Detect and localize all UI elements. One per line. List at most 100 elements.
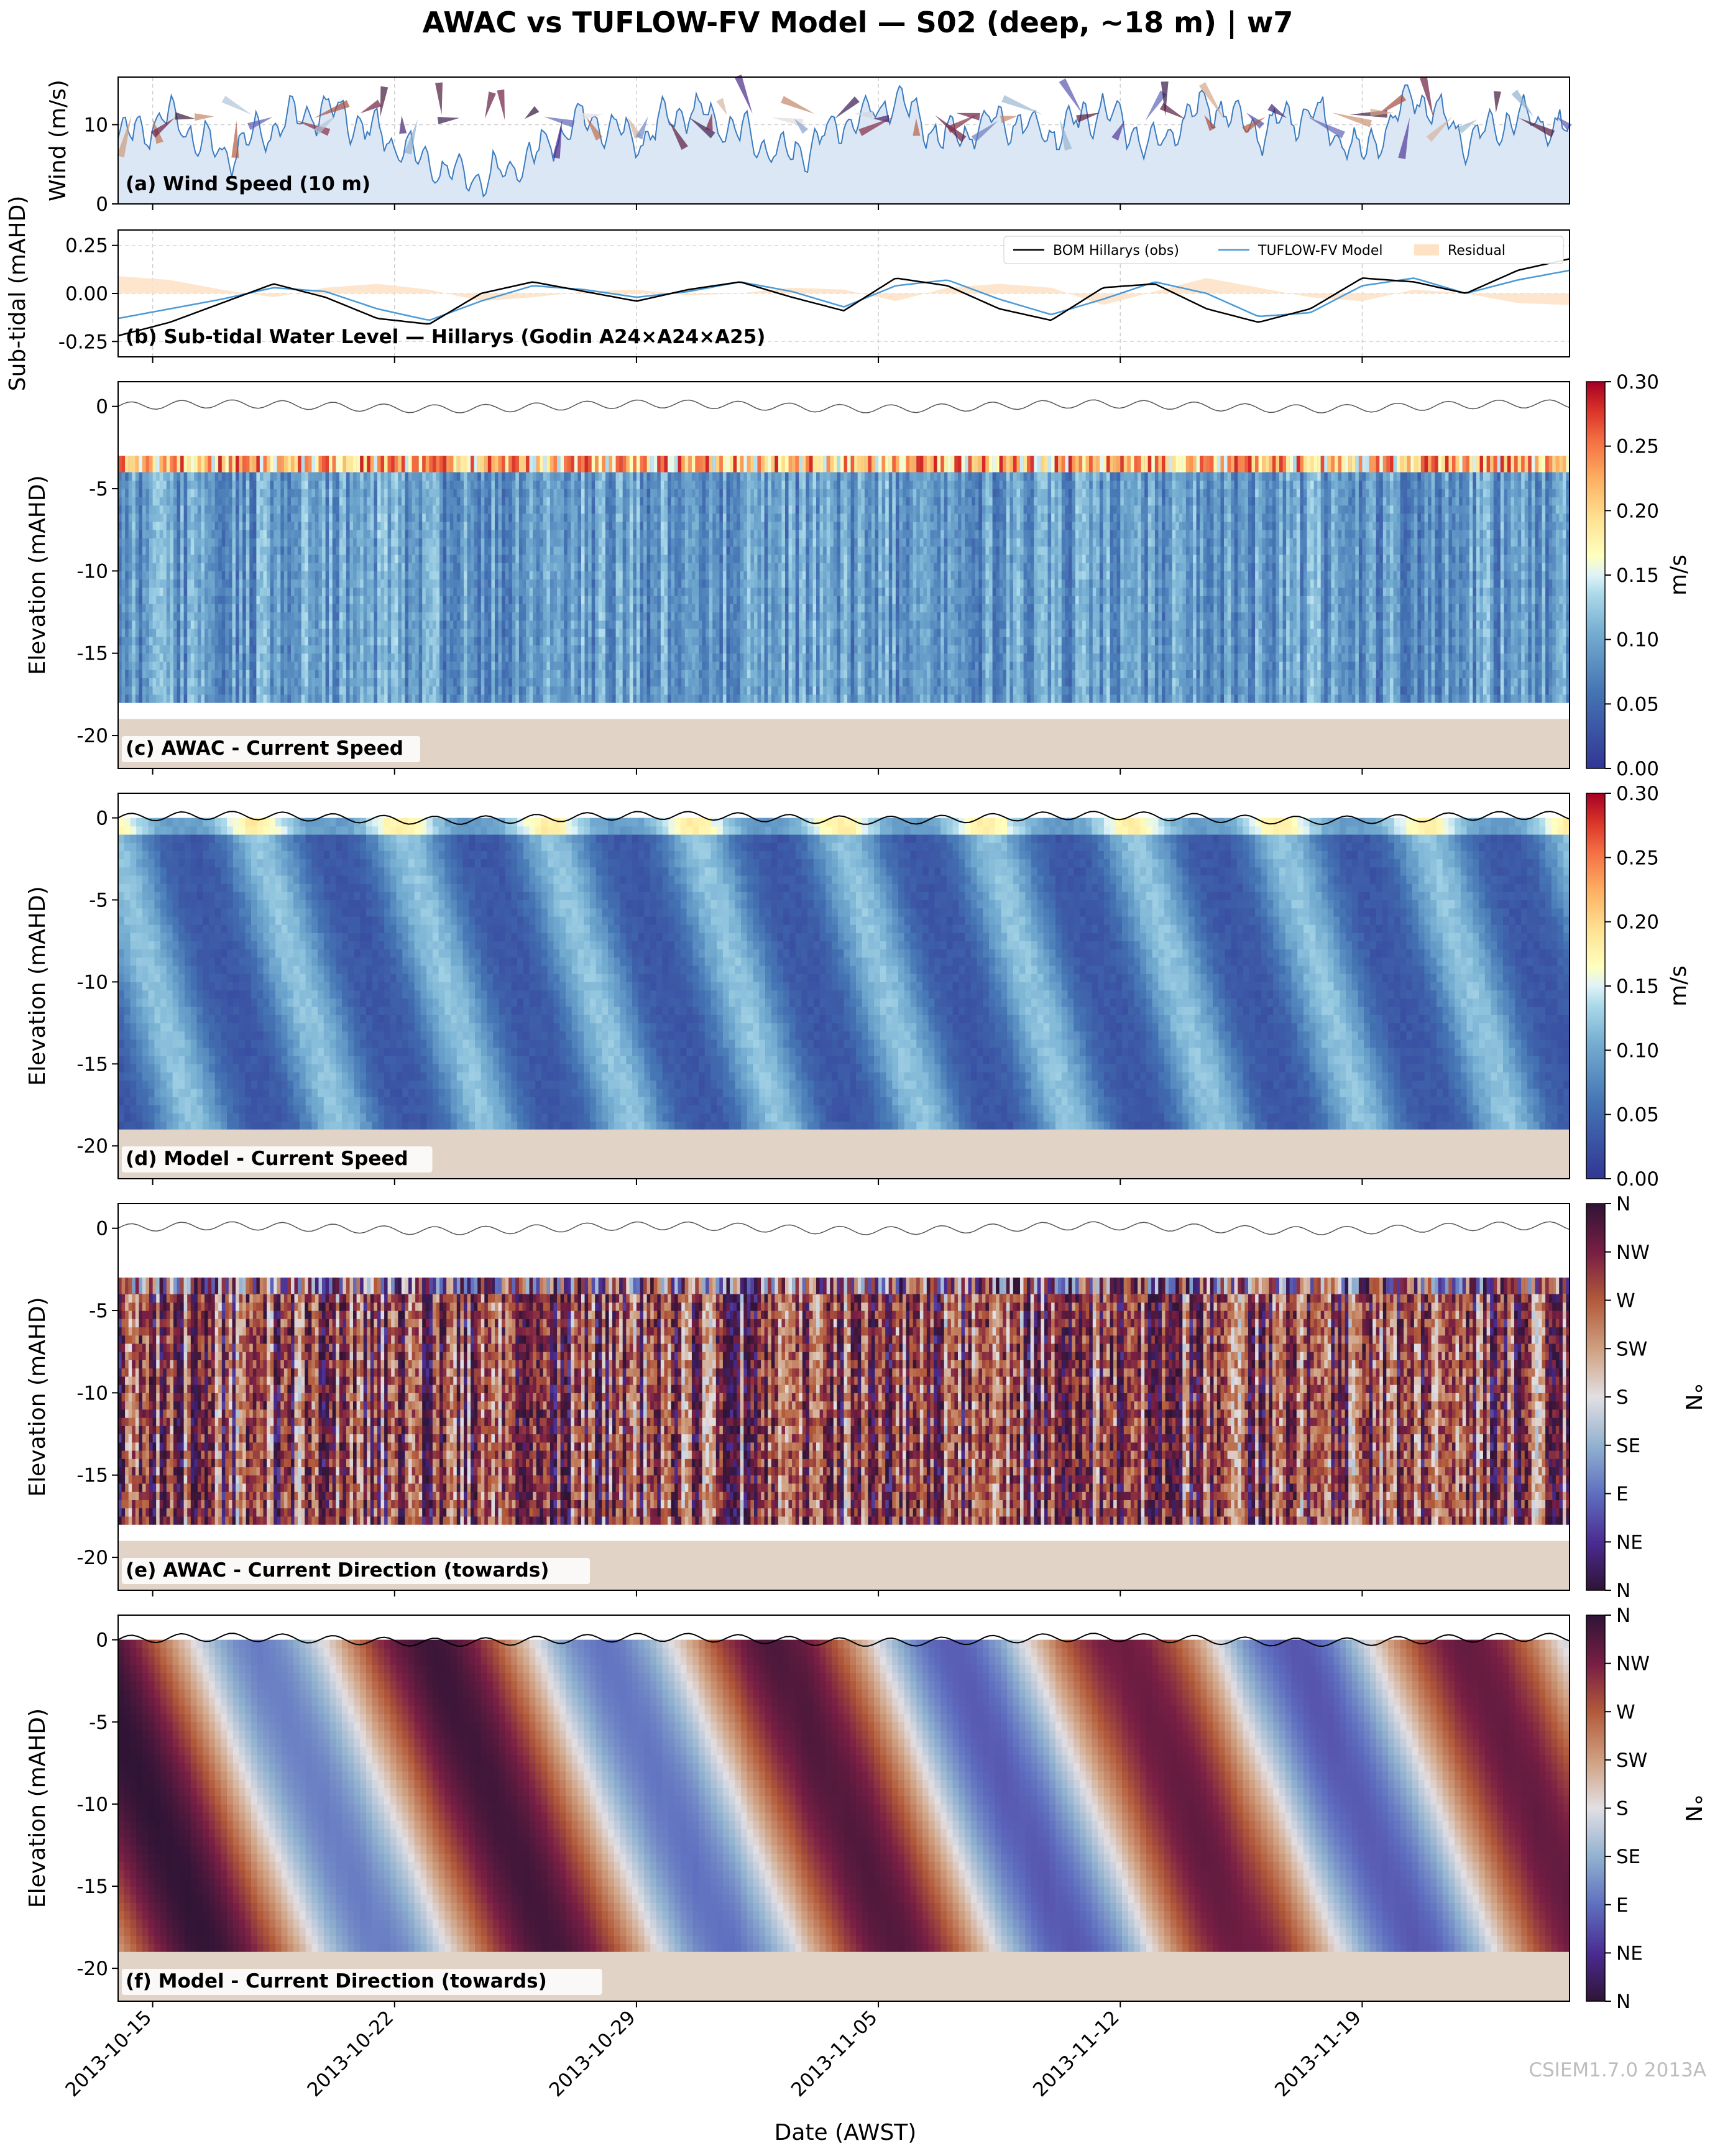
heatmap-cell	[333, 670, 336, 678]
heatmap-cell	[201, 497, 205, 505]
heatmap-cell	[402, 522, 405, 530]
heatmap-cell	[267, 571, 270, 579]
heatmap-cell	[146, 530, 150, 538]
heatmap-cell	[412, 530, 416, 538]
heatmap-cell	[357, 637, 361, 645]
heatmap-cell	[319, 514, 323, 522]
heatmap-cell	[446, 604, 450, 612]
heatmap-cell	[146, 579, 150, 588]
heatmap-cell	[343, 694, 346, 703]
heatmap-cell	[167, 670, 170, 678]
heatmap-cell	[222, 612, 226, 621]
heatmap-cell	[284, 505, 288, 514]
heatmap-cell	[443, 563, 447, 571]
heatmap-cell	[260, 686, 264, 695]
heatmap-cell	[339, 587, 343, 596]
heatmap-cell	[474, 456, 478, 472]
heatmap-cell	[346, 579, 350, 588]
heatmap-cell	[264, 653, 267, 662]
heatmap-cell	[353, 505, 357, 514]
heatmap-cell	[167, 661, 170, 670]
heatmap-cell	[381, 546, 385, 555]
heatmap-cell	[364, 456, 367, 472]
heatmap-cell	[481, 596, 485, 604]
heatmap-cell	[443, 678, 447, 686]
heatmap-cell	[398, 571, 402, 579]
heatmap-cell	[298, 686, 301, 695]
heatmap-cell	[264, 563, 267, 571]
heatmap-cell	[333, 579, 336, 588]
heatmap-cell	[253, 637, 257, 645]
heatmap-cell	[319, 645, 323, 654]
heatmap-cell	[464, 472, 467, 481]
heatmap-cell	[457, 612, 461, 621]
heatmap-cell	[122, 637, 126, 645]
heatmap-cell	[180, 522, 184, 530]
heatmap-cell	[377, 497, 381, 505]
heatmap-cell	[457, 629, 461, 637]
legend-label: TUFLOW-FV Model	[1258, 243, 1383, 259]
heatmap-cell	[484, 661, 488, 670]
heatmap-cell	[187, 686, 191, 695]
heatmap-cell	[222, 694, 226, 703]
heatmap-cell	[353, 563, 357, 571]
heatmap-cell	[142, 489, 146, 497]
heatmap-cell	[419, 645, 423, 654]
heatmap-cell	[184, 522, 188, 530]
heatmap-cell	[367, 686, 370, 695]
heatmap-cell	[350, 579, 354, 588]
heatmap-cell	[439, 538, 443, 546]
heatmap-cell	[471, 678, 474, 686]
heatmap-cell	[336, 456, 339, 472]
heatmap-cell	[191, 694, 195, 703]
heatmap-cell	[471, 629, 474, 637]
heatmap-cell	[208, 497, 212, 505]
heatmap-cell	[149, 530, 153, 538]
heatmap-cell	[436, 612, 440, 621]
heatmap-cell	[384, 489, 388, 497]
heatmap-cell	[236, 489, 239, 497]
heatmap-cell	[211, 571, 215, 579]
heatmap-cell	[180, 472, 184, 481]
heatmap-cell	[343, 587, 346, 596]
heatmap-cell	[125, 596, 129, 604]
heatmap-cell	[388, 604, 392, 612]
heatmap-cell	[370, 645, 374, 654]
heatmap-cell	[343, 489, 346, 497]
heatmap-cell	[142, 497, 146, 505]
heatmap-cell	[439, 637, 443, 645]
heatmap-cell	[467, 686, 471, 695]
heatmap-cell	[453, 514, 457, 522]
heatmap-cell	[422, 505, 426, 514]
heatmap-cell	[381, 505, 385, 514]
heatmap-cell	[260, 653, 264, 662]
heatmap-cell	[277, 571, 281, 579]
heatmap-cell	[477, 694, 481, 703]
heatmap-cell	[153, 587, 157, 596]
heatmap-cell	[222, 620, 226, 629]
heatmap-cell	[167, 653, 170, 662]
heatmap-cell	[311, 629, 315, 637]
heatmap-cell	[426, 670, 430, 678]
heatmap-cell	[319, 571, 323, 579]
heatmap-cell	[343, 505, 346, 514]
heatmap-cell	[274, 620, 277, 629]
heatmap-cell	[280, 694, 284, 703]
heatmap-cell	[429, 505, 433, 514]
heatmap-cell	[239, 686, 243, 695]
heatmap-cell	[415, 596, 419, 604]
heatmap-cell	[391, 694, 395, 703]
heatmap-cell	[277, 555, 281, 563]
heatmap-cell	[426, 456, 430, 472]
heatmap-cell	[211, 530, 215, 538]
heatmap-cell	[198, 563, 201, 571]
heatmap-cell	[329, 629, 333, 637]
heatmap-cell	[402, 530, 405, 538]
heatmap-cell	[205, 629, 208, 637]
heatmap-cell	[287, 505, 291, 514]
heatmap-cell	[374, 571, 377, 579]
heatmap-cell	[256, 670, 260, 678]
heatmap-cell	[242, 472, 246, 481]
heatmap-cell	[384, 472, 388, 481]
heatmap-cell	[280, 497, 284, 505]
